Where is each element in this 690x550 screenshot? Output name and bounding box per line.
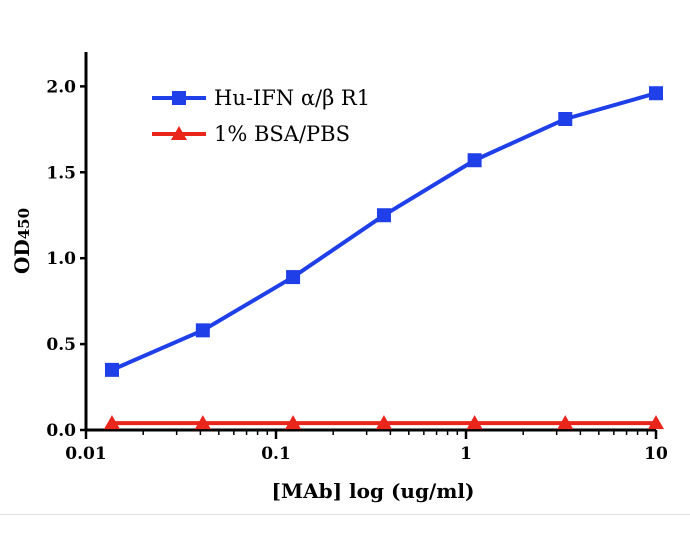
y-tick-label: 1.5 [46, 163, 76, 183]
x-axis-title: [MAb] log (ug/ml) [272, 479, 475, 503]
y-axis-title: OD450 [10, 208, 34, 274]
y-ticks: 0.0 0.5 1.0 1.5 2.0 [46, 77, 86, 441]
legend-item-1: Hu-IFN α/β R1 [152, 86, 370, 110]
data-point-square [286, 270, 301, 285]
data-point-triangle [466, 415, 483, 430]
legend-label: 1% BSA/PBS [214, 122, 350, 146]
legend-label: Hu-IFN α/β R1 [214, 86, 370, 110]
x-tick-label: 1 [460, 444, 472, 464]
data-point-triangle [557, 415, 574, 430]
y-axis-title-main: OD [10, 239, 34, 274]
bottom-divider [0, 514, 690, 515]
data-point-triangle [375, 415, 392, 430]
x-ticks: 0.01 0.1 1 10 [65, 430, 668, 464]
series-layer [103, 86, 664, 430]
data-point-triangle [648, 415, 664, 430]
data-point-square [376, 208, 391, 223]
data-point-triangle [285, 415, 302, 430]
x-tick-label: 0.1 [261, 444, 291, 464]
series-1 [104, 86, 663, 377]
data-point-square [467, 153, 482, 168]
x-tick-label: 0.01 [65, 444, 106, 464]
data-point-triangle [103, 415, 120, 430]
x-tick-label: 10 [644, 444, 668, 464]
data-point-triangle [194, 415, 211, 430]
series-2 [103, 415, 664, 430]
y-axis-title-subscript: 450 [15, 208, 33, 239]
y-tick-label: 1.0 [46, 249, 76, 269]
y-tick-label: 2.0 [46, 77, 76, 97]
y-tick-label: 0.5 [46, 335, 76, 355]
axes [84, 52, 656, 432]
data-point-square [558, 112, 573, 127]
data-point-square [104, 362, 119, 377]
legend-item-2: 1% BSA/PBS [152, 122, 350, 146]
data-point-square [649, 86, 663, 101]
legend: Hu-IFN α/β R1 1% BSA/PBS [152, 86, 370, 146]
data-point-square [195, 323, 210, 338]
legend-marker [172, 91, 186, 105]
y-tick-label: 0.0 [46, 421, 76, 441]
legend-marker [171, 126, 187, 140]
